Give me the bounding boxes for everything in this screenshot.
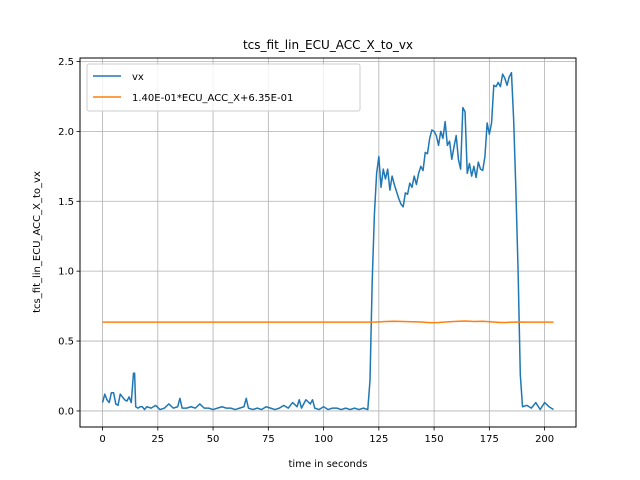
y-tick-label: 1.5: [58, 197, 74, 208]
y-tick-label: 0.0: [58, 406, 74, 417]
y-tick-label: 1.0: [58, 267, 74, 278]
legend: vx 1.40E-01*ECU_ACC_X+6.35E-01: [86, 63, 361, 112]
y-tick-label: 2.5: [58, 57, 74, 68]
x-tick-label: 75: [262, 434, 275, 445]
x-tick-label: 150: [425, 434, 444, 445]
axis-ticks: 0 25 50 75 100 125 150 175 200 0.0 0.5 1.0 1.5 2.0 2.5: [58, 57, 554, 445]
legend-frame: [86, 63, 361, 112]
series-line-fit: [102, 320, 554, 324]
y-tick-label: 2.0: [58, 127, 74, 138]
x-tick-label: 50: [207, 434, 220, 445]
y-axis-label: tcs_fit_lin_ECU_ACC_X_to_vx: [32, 171, 43, 313]
legend-label-vx: vx: [132, 72, 144, 83]
plot-area: [80, 58, 576, 427]
series-line-vx: [101, 71, 554, 411]
series-layer: [101, 71, 554, 411]
y-tick-label: 0.5: [58, 337, 74, 348]
x-tick-label: 25: [151, 434, 164, 445]
plot-frame: [79, 57, 577, 428]
x-axis-label: time in seconds: [289, 459, 368, 470]
x-tick-label: 0: [99, 434, 105, 445]
legend-label-fit: 1.40E-01*ECU_ACC_X+6.35E-01: [132, 93, 293, 104]
grid-lines: [80, 58, 576, 427]
x-tick-label: 125: [369, 434, 388, 445]
chart-title: tcs_fit_lin_ECU_ACC_X_to_vx: [243, 38, 413, 52]
x-tick-label: 200: [535, 434, 554, 445]
x-tick-label: 100: [314, 434, 333, 445]
x-tick-label: 175: [480, 434, 499, 445]
